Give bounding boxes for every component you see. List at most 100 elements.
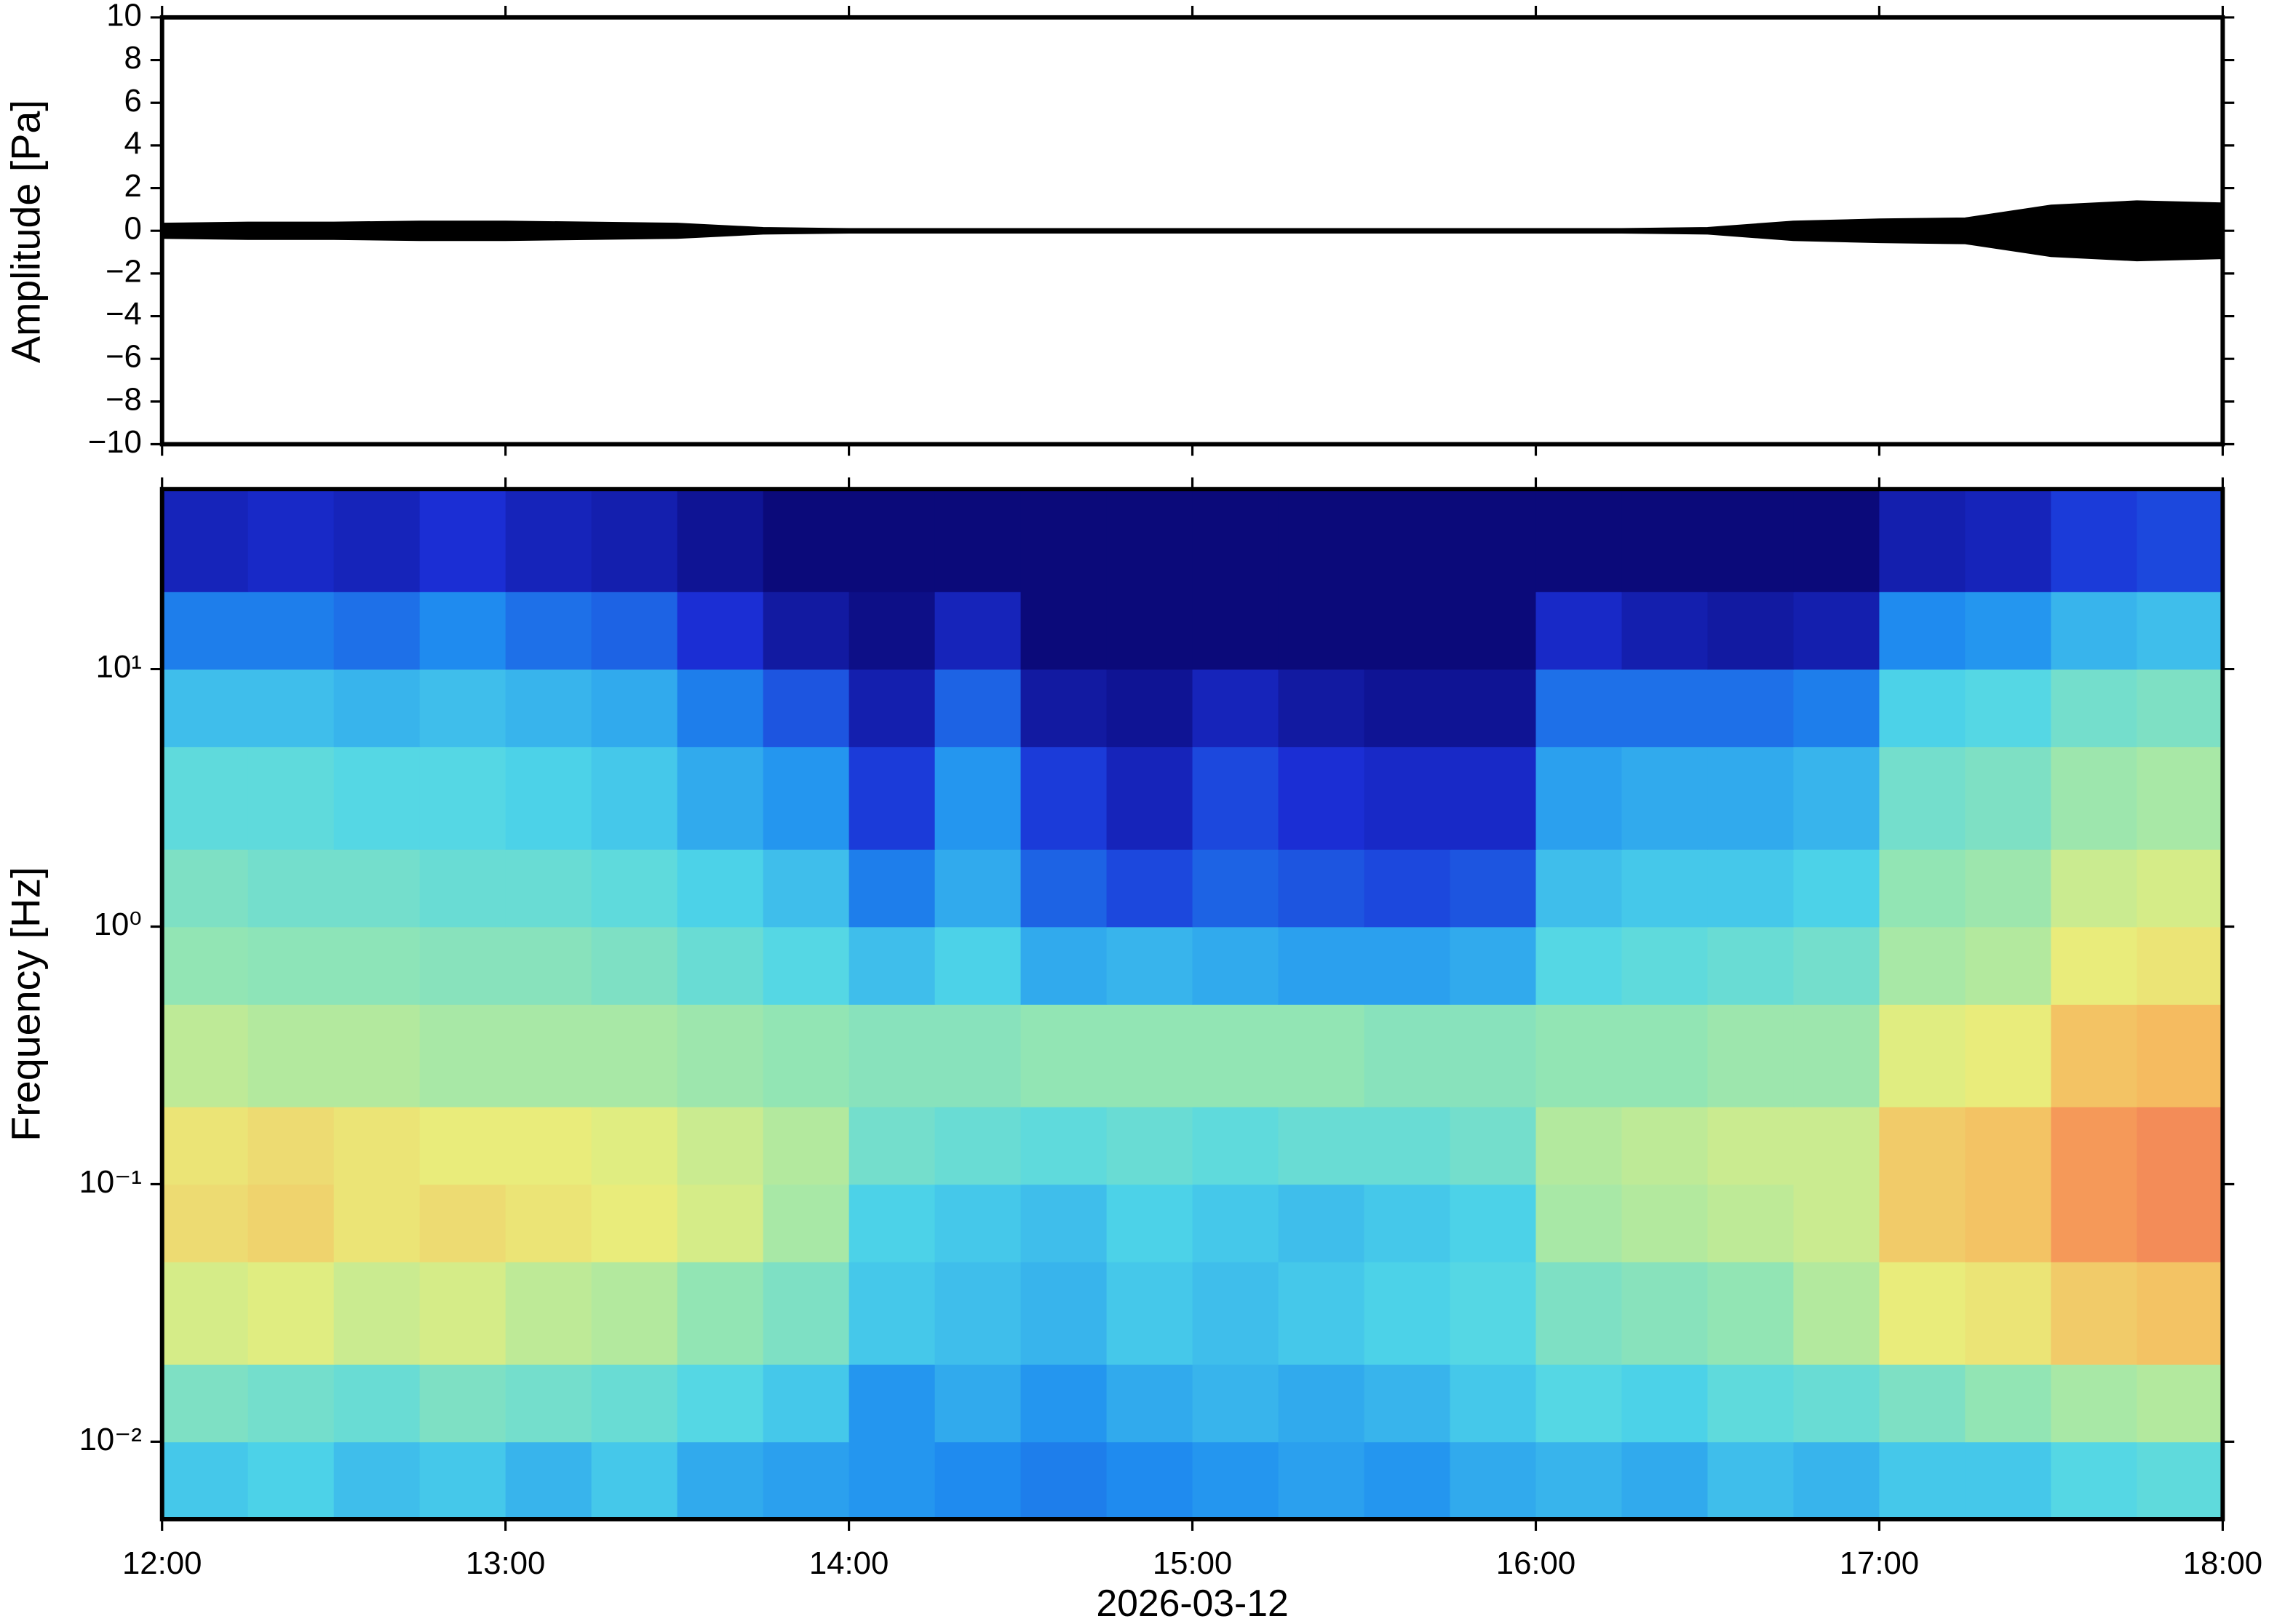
spectrogram-cell bbox=[1020, 1004, 1108, 1107]
x-tick-label: 15:00 bbox=[1153, 1545, 1232, 1581]
y-axis-label: Amplitude [Pa] bbox=[3, 100, 48, 363]
spectrogram-cell bbox=[2137, 1184, 2224, 1262]
spectrogram-cell bbox=[849, 747, 936, 850]
spectrogram-cell bbox=[1535, 489, 1623, 592]
spectrogram-cell bbox=[677, 669, 764, 747]
spectrogram-cell bbox=[2137, 489, 2224, 592]
spectrogram-cell bbox=[1879, 926, 1966, 1005]
spectrogram-cell bbox=[934, 1004, 1022, 1107]
y-tick-label: −8 bbox=[106, 381, 142, 417]
spectrogram-cell bbox=[162, 747, 249, 850]
spectrogram-cell bbox=[419, 848, 506, 928]
spectrogram-cell bbox=[419, 926, 506, 1005]
spectrogram-cell bbox=[1450, 1184, 1537, 1262]
spectrogram-cell bbox=[505, 1184, 592, 1262]
spectrogram-cell bbox=[1192, 1004, 1279, 1107]
y-tick-label: 0 bbox=[124, 211, 142, 247]
spectrogram-cell bbox=[1879, 1364, 1966, 1443]
spectrogram-cell bbox=[333, 1364, 421, 1443]
y-tick-label: 10⁻¹ bbox=[79, 1164, 142, 1200]
spectrogram-cell bbox=[1192, 1364, 1279, 1443]
spectrogram-cell bbox=[591, 1184, 678, 1262]
spectrogram-cell bbox=[1278, 1004, 1365, 1107]
spectrogram-cell bbox=[1106, 489, 1193, 592]
spectrogram-cell bbox=[1192, 669, 1279, 747]
spectrogram-cell bbox=[1364, 489, 1451, 592]
spectrogram-cell bbox=[1106, 1184, 1193, 1262]
spectrogram-cell bbox=[677, 926, 764, 1005]
spectrogram-cell bbox=[591, 747, 678, 850]
spectrogram-cell bbox=[2051, 1184, 2138, 1262]
spectrogram-cell bbox=[1965, 747, 2052, 850]
spectrogram-cell bbox=[1106, 1106, 1193, 1185]
spectrogram-cell bbox=[591, 489, 678, 592]
spectrogram-cell bbox=[2137, 1364, 2224, 1443]
spectrogram-cell bbox=[1621, 848, 1709, 928]
spectrogram-cell bbox=[2137, 1004, 2224, 1107]
spectrogram-cell bbox=[1450, 592, 1537, 670]
spectrogram-cell bbox=[849, 1004, 936, 1107]
spectrogram-cell bbox=[763, 1184, 850, 1262]
spectrogram-cell bbox=[1364, 592, 1451, 670]
spectrogram-cell bbox=[247, 1184, 335, 1262]
spectrogram-cell bbox=[1278, 1262, 1365, 1365]
spectrogram-cell bbox=[162, 1441, 249, 1520]
y-tick-label: 2 bbox=[124, 168, 142, 204]
spectrogram-cell bbox=[763, 592, 850, 670]
y-tick-label: 10 bbox=[106, 0, 142, 33]
spectrogram-cell bbox=[763, 747, 850, 850]
spectrogram-cell bbox=[2051, 1441, 2138, 1520]
spectrogram-cell bbox=[333, 1184, 421, 1262]
spectrogram-cell bbox=[2051, 592, 2138, 670]
spectrogram-cell bbox=[1278, 669, 1365, 747]
spectrogram-cell bbox=[1879, 1106, 1966, 1185]
spectrogram-cell bbox=[2051, 926, 2138, 1005]
spectrogram-cell bbox=[1707, 592, 1795, 670]
spectrogram-cell bbox=[1535, 926, 1623, 1005]
spectrogram-cell bbox=[1278, 1106, 1365, 1185]
spectrogram-cell bbox=[1621, 669, 1709, 747]
x-tick-label: 16:00 bbox=[1496, 1545, 1575, 1581]
spectrogram-cell bbox=[591, 1262, 678, 1365]
spectrogram-cell bbox=[2051, 1106, 2138, 1185]
spectrogram-cell bbox=[333, 1262, 421, 1365]
y-tick-label: 4 bbox=[124, 125, 142, 161]
spectrogram-cell bbox=[1364, 747, 1451, 850]
spectrogram-cell bbox=[1707, 489, 1795, 592]
spectrogram-cell bbox=[247, 1106, 335, 1185]
spectrogram-cell bbox=[849, 848, 936, 928]
spectrogram-cell bbox=[591, 1364, 678, 1443]
spectrogram-cell bbox=[1621, 1262, 1709, 1365]
spectrogram-cell bbox=[247, 489, 335, 592]
spectrogram-cell bbox=[1278, 1441, 1365, 1520]
spectrogram-cell bbox=[1965, 926, 2052, 1005]
y-axis-label: Frequency [Hz] bbox=[3, 867, 48, 1141]
spectrogram-cell bbox=[1364, 848, 1451, 928]
spectrogram-cell bbox=[1793, 1364, 1880, 1443]
spectrogram-cell bbox=[2137, 669, 2224, 747]
spectrogram-cell bbox=[1278, 926, 1365, 1005]
spectrogram-cell bbox=[162, 489, 249, 592]
spectrogram-cell bbox=[1192, 1262, 1279, 1365]
spectrogram-cell bbox=[1278, 489, 1365, 592]
spectrogram-cell bbox=[763, 669, 850, 747]
spectrogram-cell bbox=[1621, 1184, 1709, 1262]
spectrogram-cell bbox=[333, 926, 421, 1005]
spectrogram-cell bbox=[1020, 1106, 1108, 1185]
spectrogram-cell bbox=[1192, 592, 1279, 670]
spectrogram-cell bbox=[1793, 1184, 1880, 1262]
spectrogram-cell bbox=[247, 926, 335, 1005]
y-tick-label: −2 bbox=[106, 253, 142, 289]
spectrogram-cell bbox=[1450, 669, 1537, 747]
spectrogram-cell bbox=[419, 592, 506, 670]
spectrogram-cell bbox=[1707, 1184, 1795, 1262]
spectrogram-cell bbox=[1450, 1364, 1537, 1443]
spectrogram-cell bbox=[677, 848, 764, 928]
spectrogram-cell bbox=[1707, 848, 1795, 928]
spectrogram-cell bbox=[333, 747, 421, 850]
spectrogram-cell bbox=[1621, 926, 1709, 1005]
spectrogram-cell bbox=[1364, 1004, 1451, 1107]
y-tick-label: −6 bbox=[106, 339, 142, 375]
spectrogram-cell bbox=[162, 926, 249, 1005]
spectrogram-cell bbox=[505, 592, 592, 670]
